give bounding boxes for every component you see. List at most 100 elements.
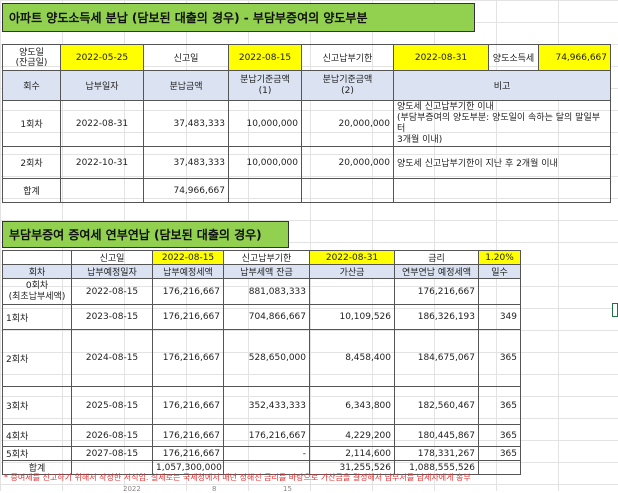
base2-cell[interactable]: 20,000,000 xyxy=(301,100,394,147)
round-cell[interactable]: 2회차 xyxy=(2,329,72,387)
rate-label: 금리 xyxy=(394,250,479,265)
rate-value[interactable]: 1.20% xyxy=(478,250,521,265)
add-cell[interactable] xyxy=(309,278,395,305)
note-cell[interactable]: 양도세 신고납부기한이 지난 후 2개월 이내 xyxy=(393,146,611,179)
info-row: 신고일 2022-08-15 신고납부기한 2022-08-31 금리 1.20… xyxy=(2,250,521,265)
table-row: 2회차 2022-10-31 37,483,333 10,000,000 20,… xyxy=(2,146,611,179)
header-cell: 납부세액 잔금 xyxy=(223,264,310,279)
transfer-date-value[interactable]: 2022-05-25 xyxy=(60,44,144,71)
days-cell[interactable]: 365 xyxy=(478,446,521,461)
total-sched[interactable]: 1,088,555,526 xyxy=(394,460,479,475)
tax-cell[interactable]: 176,216,667 xyxy=(152,304,224,330)
sched-cell[interactable]: 186,326,193 xyxy=(394,304,479,330)
header-cell: 납부일자 xyxy=(60,70,144,101)
balance-cell[interactable]: 528,650,000 xyxy=(223,329,310,387)
header-cell: 회차 xyxy=(2,264,72,279)
days-cell[interactable] xyxy=(478,278,521,305)
capital-gains-installment-table: 양도일 (잔금일) 2022-05-25 신고일 2022-08-15 신고납부… xyxy=(2,44,611,203)
add-cell[interactable]: 2,114,600 xyxy=(309,446,395,461)
table-row: 1회차 2023-08-15 176,216,667 704,866,667 1… xyxy=(2,304,521,330)
date-cell[interactable]: 2022-08-15 xyxy=(71,278,153,305)
amount-cell[interactable]: 37,483,333 xyxy=(143,146,229,179)
add-cell[interactable]: 8,458,400 xyxy=(309,329,395,387)
days-cell[interactable]: 365 xyxy=(478,424,521,447)
date-cell[interactable]: 2022-08-31 xyxy=(60,100,144,147)
header-row: 회차 납부예정일자 납부예정세액 납부세액 잔금 가산금 연부연납 예정세액 일… xyxy=(2,264,521,279)
base1-cell[interactable]: 10,000,000 xyxy=(228,146,302,179)
header-cell: 분납금액 xyxy=(143,70,229,101)
table-row: 3회차 2025-08-15 176,216,667 352,433,333 6… xyxy=(2,386,521,425)
add-cell[interactable]: 4,229,200 xyxy=(309,424,395,447)
header-cell: 분납기준금액 (2) xyxy=(301,70,394,101)
round-cell[interactable]: 2회차 xyxy=(2,146,61,179)
gift-tax-installment-table: 신고일 2022-08-15 신고납부기한 2022-08-31 금리 1.20… xyxy=(2,250,521,475)
total-label: 합계 xyxy=(2,460,72,475)
tax-cell[interactable]: 176,216,667 xyxy=(152,424,224,447)
cut-off-text: 8 xyxy=(212,485,217,493)
date-cell[interactable]: 2026-08-15 xyxy=(71,424,153,447)
date-cell[interactable]: 2022-10-31 xyxy=(60,146,144,179)
sched-cell[interactable]: 184,675,067 xyxy=(394,329,479,387)
report-date-value[interactable]: 2022-08-15 xyxy=(228,44,302,71)
date-cell[interactable]: 2024-08-15 xyxy=(71,329,153,387)
header-cell: 납부예정세액 xyxy=(152,264,224,279)
balance-cell[interactable]: - xyxy=(223,446,310,461)
table-row: 4회차 2026-08-15 176,216,667 176,216,667 4… xyxy=(2,424,521,447)
header-cell: 일수 xyxy=(478,264,521,279)
sched-cell[interactable]: 176,216,667 xyxy=(394,278,479,305)
header-cell: 납부예정일자 xyxy=(71,264,153,279)
days-cell[interactable]: 365 xyxy=(478,386,521,425)
header-cell: 분납기준금액 (1) xyxy=(228,70,302,101)
total-row: 합계 1,057,300,000 31,255,526 1,088,555,52… xyxy=(2,460,521,475)
balance-cell[interactable]: 176,216,667 xyxy=(223,424,310,447)
round-cell[interactable]: 0회차 (최초납부세액) xyxy=(2,278,72,305)
round-cell[interactable]: 5회차 xyxy=(2,446,72,461)
days-cell[interactable]: 349 xyxy=(478,304,521,330)
amount-cell[interactable]: 37,483,333 xyxy=(143,100,229,147)
due-date-label: 신고납부기한 xyxy=(301,44,394,71)
sched-cell[interactable]: 178,331,267 xyxy=(394,446,479,461)
date-cell[interactable]: 2025-08-15 xyxy=(71,386,153,425)
header-row: 회수 납부일자 분납금액 분납기준금액 (1) 분납기준금액 (2) 비고 xyxy=(2,70,611,101)
report-date-value[interactable]: 2022-08-15 xyxy=(152,250,224,265)
balance-cell[interactable]: 704,866,667 xyxy=(223,304,310,330)
tax-cell[interactable]: 176,216,667 xyxy=(152,329,224,387)
cell-selection-marker[interactable] xyxy=(612,303,618,317)
header-cell: 연부연납 예정세액 xyxy=(394,264,479,279)
sched-cell[interactable]: 182,560,467 xyxy=(394,386,479,425)
days-cell[interactable]: 365 xyxy=(478,329,521,387)
total-label: 합계 xyxy=(2,178,61,203)
round-cell[interactable]: 3회차 xyxy=(2,386,72,425)
table-row: 2회차 2024-08-15 176,216,667 528,650,000 8… xyxy=(2,329,521,387)
sched-cell[interactable]: 180,445,867 xyxy=(394,424,479,447)
info-row: 양도일 (잔금일) 2022-05-25 신고일 2022-08-15 신고납부… xyxy=(2,44,611,71)
table-row: 1회차 2022-08-31 37,483,333 10,000,000 20,… xyxy=(2,100,611,147)
due-date-value[interactable]: 2022-08-31 xyxy=(393,44,489,71)
balance-cell[interactable]: 881,083,333 xyxy=(223,278,310,305)
tax-cell[interactable]: 176,216,667 xyxy=(152,386,224,425)
cut-off-text: 2022 xyxy=(123,485,141,493)
section-title-text: 아파트 양도소득세 분납 (담보된 대출의 경우) - 부담부증여의 양도부분 xyxy=(9,11,368,25)
date-cell[interactable]: 2027-08-15 xyxy=(71,446,153,461)
section-title-text: 부담부증여 증여세 연부연납 (담보된 대출의 경우) xyxy=(9,228,262,242)
date-cell[interactable]: 2023-08-15 xyxy=(71,304,153,330)
report-date-label: 신고일 xyxy=(71,250,153,265)
round-cell[interactable]: 4회차 xyxy=(2,424,72,447)
balance-cell[interactable]: 352,433,333 xyxy=(223,386,310,425)
tax-cell[interactable]: 176,216,667 xyxy=(152,446,224,461)
add-cell[interactable]: 10,109,526 xyxy=(309,304,395,330)
table-row: 0회차 (최초납부세액) 2022-08-15 176,216,667 881,… xyxy=(2,278,521,305)
note-cell[interactable]: 양도세 신고납부기한 이내 (부담부증여의 양도부분: 양도일이 속하는 달의 … xyxy=(393,100,611,147)
tax-cell[interactable]: 176,216,667 xyxy=(152,278,224,305)
tax-label: 양도소득세 xyxy=(488,44,539,71)
round-cell[interactable]: 1회차 xyxy=(2,100,61,147)
due-date-value[interactable]: 2022-08-31 xyxy=(309,250,395,265)
round-cell[interactable]: 1회차 xyxy=(2,304,72,330)
table-row: 5회차 2027-08-15 176,216,667 - 2,114,600 1… xyxy=(2,446,521,461)
total-amount[interactable]: 74,966,667 xyxy=(143,178,229,203)
total-row: 합계 74,966,667 xyxy=(2,178,611,203)
base1-cell[interactable]: 10,000,000 xyxy=(228,100,302,147)
add-cell[interactable]: 6,343,800 xyxy=(309,386,395,425)
tax-value[interactable]: 74,966,667 xyxy=(538,44,611,71)
base2-cell[interactable]: 20,000,000 xyxy=(301,146,394,179)
